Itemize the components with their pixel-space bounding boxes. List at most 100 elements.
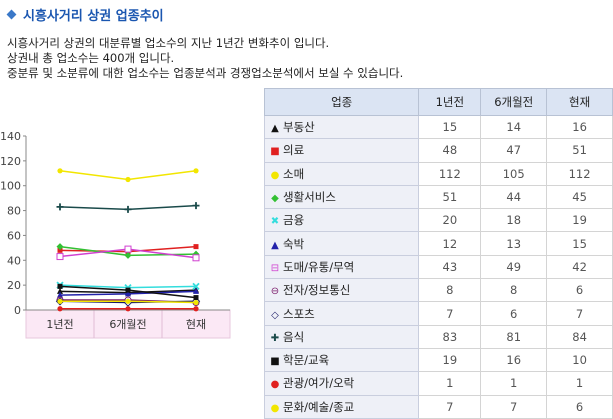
row-value: 20: [418, 208, 482, 233]
data-point: [193, 295, 199, 301]
x-tick-label: 1년전: [46, 318, 73, 331]
row-value: 84: [546, 324, 613, 349]
row-value: 15: [418, 114, 482, 140]
header-current: 현재: [546, 88, 613, 116]
row-category: ▲ 부동산: [263, 114, 420, 140]
row-category: ⊟ 도매/유통/무역: [263, 254, 420, 280]
row-category-label: 숙박: [283, 236, 305, 251]
row-value: 16: [480, 347, 548, 373]
row-category-label: 전자/정보통신: [283, 283, 351, 298]
row-category: ● 관광/여가/오락: [263, 371, 420, 396]
series-marker-icon: ●: [270, 402, 280, 414]
table-row: ■ 의료 48 47 51: [263, 138, 613, 163]
row-category-label: 소매: [283, 166, 305, 181]
business-count-table: 업종 1년전 6개월전 현재 ▲ 부동산 15 14 16 ■ 의료 48 47 51 ● 소매 112…: [263, 88, 613, 419]
series-marker-icon: ◆: [271, 193, 279, 205]
row-value: 1: [418, 371, 482, 396]
row-value: 6: [480, 301, 548, 326]
y-tick-label: 120: [0, 155, 21, 168]
row-value: 42: [546, 254, 613, 280]
data-point: [125, 298, 131, 304]
row-value: 8: [418, 278, 482, 303]
data-point: [124, 251, 132, 259]
row-value: 47: [480, 138, 548, 163]
row-category-label: 부동산: [283, 120, 315, 135]
description-line: 상권내 총 업소수는 400개 입니다.: [7, 51, 175, 65]
row-value: 6: [546, 278, 613, 303]
data-point: [56, 243, 64, 251]
row-value: 51: [546, 138, 613, 163]
series-marker-icon: ●: [270, 169, 280, 181]
row-category-label: 금융: [283, 213, 305, 228]
series-marker-icon: ▲: [271, 123, 279, 135]
table-row: ◇ 스포츠 7 6 7: [263, 301, 613, 326]
row-category: ● 문화/예술/종교: [263, 394, 420, 419]
series-marker-icon: ⊟: [270, 262, 280, 274]
description: 시흥사거리 상권의 대분류별 업소수의 지난 1년간 변화추이 입니다. 상권내…: [7, 36, 403, 81]
table-row: ✚ 음식 83 81 84: [263, 324, 613, 349]
data-point: [192, 254, 200, 262]
data-point: [125, 290, 131, 297]
row-value: 112: [418, 161, 482, 186]
table-row: ✖ 금융 20 18 19: [263, 208, 613, 233]
series-marker-icon: ■: [270, 146, 280, 158]
row-category: ◆ 생활서비스: [263, 184, 420, 210]
header-category: 업종: [263, 88, 420, 116]
row-category: ✚ 음식: [263, 324, 420, 349]
data-point: [57, 298, 63, 304]
data-point: [57, 306, 63, 312]
x-tick-label: 6개월전: [109, 318, 146, 331]
series-marker-icon: ◇: [271, 309, 279, 321]
y-tick-label: 60: [7, 229, 21, 242]
row-category: ■ 학문/교육: [263, 347, 420, 373]
data-point: [192, 202, 200, 210]
row-value: 14: [480, 114, 548, 140]
row-value: 112: [546, 161, 613, 186]
row-category-label: 학문/교육: [283, 353, 330, 368]
data-point: [193, 299, 199, 306]
row-category: ▲ 숙박: [263, 231, 420, 256]
row-category-label: 문화/예술/종교: [283, 399, 355, 414]
y-tick-label: 40: [7, 254, 21, 267]
data-point: [56, 253, 64, 261]
row-value: 1: [480, 371, 548, 396]
row-value: 7: [418, 301, 482, 326]
x-axis-band: [25, 309, 231, 339]
table-row: ◆ 생활서비스 51 44 45: [263, 184, 613, 210]
row-value: 81: [480, 324, 548, 349]
data-point: [57, 287, 63, 294]
page-title-text: 시흥사거리 상권 업종추이: [23, 8, 164, 24]
row-category: ✖ 금융: [263, 208, 420, 233]
data-point: [125, 287, 131, 293]
row-category: ⊖ 전자/정보통신: [263, 278, 420, 303]
row-value: 19: [546, 208, 613, 233]
data-point: [125, 176, 131, 183]
series-marker-icon: ✖: [270, 216, 280, 228]
table-row: ▲ 숙박 12 13 15: [263, 231, 613, 256]
description-line: 시흥사거리 상권의 대분류별 업소수의 지난 1년간 변화추이 입니다.: [7, 36, 330, 50]
data-point: [193, 168, 199, 174]
data-point: [124, 205, 132, 213]
row-value: 19: [418, 347, 482, 373]
row-value: 43: [418, 254, 482, 280]
series-marker-icon: ✚: [270, 332, 280, 344]
table-row: ● 소매 112 105 112: [263, 161, 613, 186]
table-row: ● 관광/여가/오락 1 1 1: [263, 371, 613, 396]
row-value: 8: [480, 278, 548, 303]
trend-line-chart: 0 20 40 60 80 100 120 140 1년전 6개월전 현재: [0, 130, 231, 339]
row-category-label: 도매/유통/무역: [283, 259, 355, 274]
row-value: 51: [418, 184, 482, 210]
row-value: 13: [480, 231, 548, 256]
diamond-bullet-icon: [6, 9, 17, 19]
data-point: [124, 245, 132, 253]
series-marker-icon: ▲: [271, 239, 279, 251]
row-value: 10: [546, 347, 613, 373]
row-value: 15: [546, 231, 613, 256]
data-point: [57, 291, 63, 298]
y-tick-label: 0: [14, 304, 21, 317]
row-category-label: 스포츠: [283, 306, 315, 321]
row-category: ◇ 스포츠: [263, 301, 420, 326]
table-row: ■ 학문/교육 19 16 10: [263, 347, 613, 373]
table-row: ⊟ 도매/유통/무역 43 49 42: [263, 254, 613, 280]
row-value: 105: [480, 161, 548, 186]
